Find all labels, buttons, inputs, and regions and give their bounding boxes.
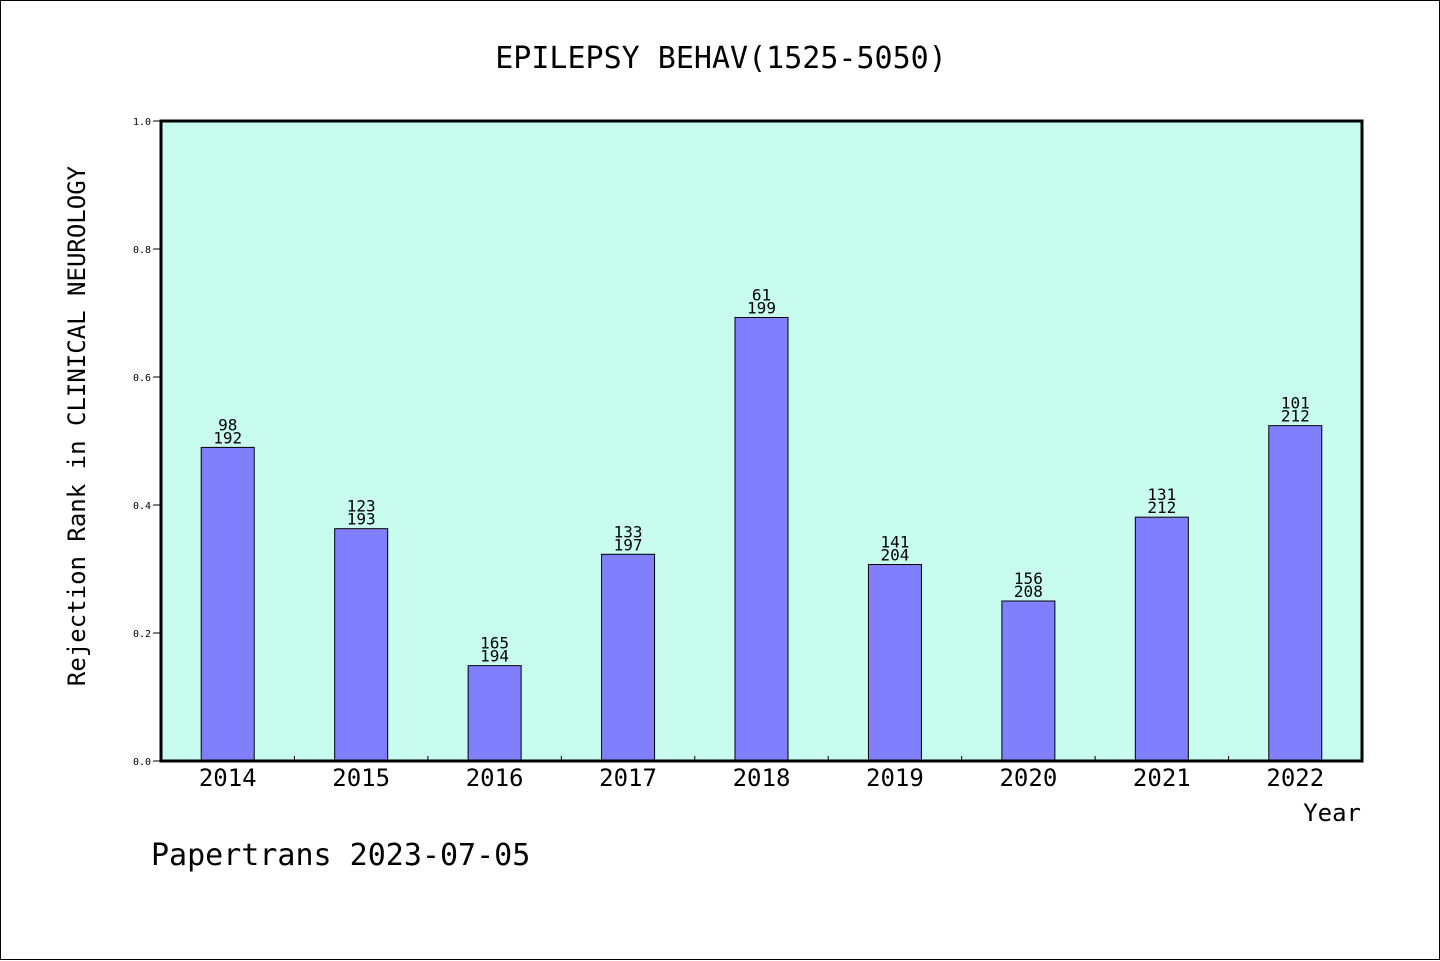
- bar-label-bottom: 212: [1281, 407, 1310, 426]
- x-axis-label: Year: [1303, 799, 1361, 827]
- bar-label-top: 133: [614, 522, 643, 541]
- x-axis: 2014 2015 2016 2017 2018 2019 2020 2021 2022: [199, 756, 1324, 792]
- bar-label-bottom: 193: [347, 510, 376, 529]
- bar: [1134, 516, 1189, 762]
- plot-border: [159, 119, 1364, 763]
- bar-label-top: 165: [480, 634, 509, 653]
- bar: [601, 553, 656, 762]
- bar-label-bottom: 212: [1147, 498, 1176, 517]
- x-tick-label: 2015: [332, 764, 390, 792]
- bar-label-top: 156: [1014, 569, 1043, 588]
- y-tick-label: 0.8: [133, 245, 151, 256]
- y-tick-label: 0.4: [133, 501, 151, 512]
- y-tick-label: 1.0: [133, 117, 151, 128]
- x-tick-label: 2018: [733, 764, 791, 792]
- y-axis: 0.0 0.2 0.4 0.6 0.8 1.0: [133, 117, 161, 768]
- x-tick-label: 2019: [866, 764, 924, 792]
- bar-label-bottom: 192: [213, 428, 242, 447]
- x-tick-label: 2016: [466, 764, 524, 792]
- bar: [734, 316, 789, 762]
- x-tick-label: 2020: [999, 764, 1057, 792]
- y-tick-label: 0.0: [133, 757, 151, 768]
- bar: [1001, 600, 1056, 762]
- bar-label-bottom: 208: [1014, 582, 1043, 601]
- y-axis-label: Rejection Rank in CLINICAL NEUROLOGY: [63, 165, 91, 686]
- bar-label-top: 141: [880, 533, 909, 552]
- bar: [867, 564, 922, 762]
- bar-label-top: 98: [218, 415, 237, 434]
- chart-title: EPILEPSY BEHAV(1525-5050): [495, 41, 947, 76]
- y-tick-label: 0.2: [133, 629, 151, 640]
- x-tick-label: 2021: [1133, 764, 1191, 792]
- bar-label-top: 61: [752, 285, 771, 304]
- bar-label-bottom: 197: [614, 535, 643, 554]
- bar-label-top: 131: [1147, 485, 1176, 504]
- bar-label-top: 123: [347, 497, 376, 516]
- bar: [467, 665, 522, 762]
- footer-credit: Papertrans 2023-07-05: [151, 838, 530, 873]
- bar-label-bottom: 194: [480, 647, 509, 666]
- x-tick-label: 2017: [599, 764, 657, 792]
- bar-label-bottom: 199: [747, 298, 776, 317]
- bar: [1268, 425, 1323, 762]
- bar: [334, 528, 389, 762]
- bar-label-top: 101: [1281, 394, 1310, 413]
- y-tick-label: 0.6: [133, 373, 151, 384]
- x-tick-label: 2014: [199, 764, 257, 792]
- x-tick-label: 2022: [1266, 764, 1324, 792]
- bar: [200, 446, 255, 762]
- bar-label-bottom: 204: [880, 546, 909, 565]
